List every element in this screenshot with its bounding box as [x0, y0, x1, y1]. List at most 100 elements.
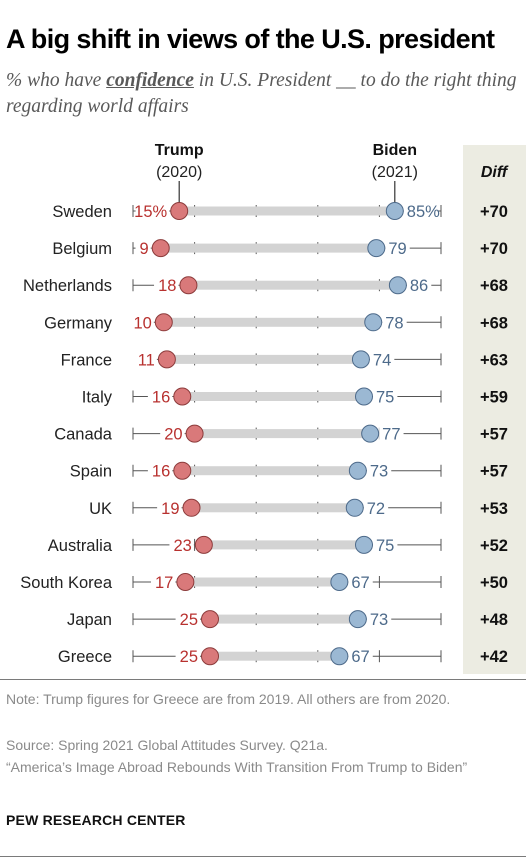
range-bar [203, 540, 364, 550]
biden-dot [355, 535, 373, 554]
brand-label: PEW RESEARCH CENTER [6, 812, 186, 828]
biden-dot [385, 202, 404, 220]
trump-value-label: 16 [152, 463, 170, 481]
diff-header: Diff [481, 164, 509, 181]
category-label: Sweden [52, 203, 112, 221]
biden-label-background [348, 572, 373, 592]
biden-label-background [366, 460, 392, 481]
trump-value-label: 20 [164, 426, 182, 444]
diff-value: +68 [480, 314, 508, 332]
trump-label-background [160, 423, 185, 444]
biden-label-background [379, 423, 404, 444]
range-bar [185, 577, 340, 587]
trump-dot [154, 313, 173, 332]
diff-value: +50 [480, 574, 508, 592]
biden-value-label: 72 [367, 500, 385, 518]
category-label: Canada [54, 426, 113, 444]
biden-label-background [385, 238, 410, 259]
range-bar [194, 429, 371, 439]
diff-value: +42 [480, 648, 508, 666]
legend-biden-name: Biden [373, 142, 417, 159]
trump-label-background [157, 497, 182, 518]
legend-biden-year: (2021) [372, 164, 418, 181]
trump-value-label: 19 [161, 500, 179, 518]
trump-value-label: 18 [158, 277, 176, 295]
subtitle-prefix: % who have [6, 70, 107, 91]
chart-title: A big shift in views of the U.S. preside… [6, 24, 495, 54]
trump-dot [157, 350, 176, 369]
trump-value-label: 23 [173, 537, 191, 555]
biden-dot [364, 313, 383, 332]
biden-dot [330, 573, 349, 591]
subtitle-keyword: confidence [106, 70, 194, 91]
chart-bottom-rule [0, 679, 526, 680]
trump-label-background [135, 238, 151, 259]
source-text: Source: Spring 2021 Global Attitudes Sur… [6, 737, 328, 753]
category-label: Belgium [52, 240, 112, 258]
biden-dot [355, 387, 373, 406]
trump-label-background [175, 646, 200, 667]
category-label: UK [89, 500, 112, 518]
trump-dot [185, 424, 204, 443]
trump-label-background [147, 386, 173, 407]
trump-label-background [169, 534, 194, 555]
note-text: Note: Trump figures for Greece are from … [6, 691, 451, 707]
category-label: Netherlands [23, 277, 112, 295]
trump-dot [194, 535, 213, 554]
biden-label-background [403, 201, 438, 221]
trump-label-background [150, 572, 176, 592]
trump-dot [176, 573, 195, 591]
trump-label-background [135, 201, 170, 221]
trump-value-label: 15% [134, 203, 167, 221]
category-label: Spain [70, 463, 112, 481]
range-bar [182, 466, 358, 476]
diff-value: +59 [480, 389, 508, 407]
category-label: Japan [67, 611, 112, 629]
trump-label-background [154, 275, 179, 296]
biden-value-label: 86 [410, 277, 428, 295]
range-bar [163, 317, 374, 327]
biden-value-label: 79 [388, 240, 406, 258]
biden-label-background [348, 646, 373, 667]
range-bar [188, 280, 398, 290]
footer-rule [0, 856, 526, 857]
biden-value-label: 67 [351, 574, 369, 592]
trump-dot [201, 610, 219, 629]
biden-label-background [363, 497, 389, 518]
trump-label-background [147, 460, 173, 481]
trump-dot [182, 498, 201, 517]
biden-value-label: 74 [373, 351, 391, 369]
range-bar [210, 614, 358, 624]
category-label: France [61, 351, 112, 369]
biden-value-label: 77 [382, 426, 400, 444]
category-label: Greece [58, 648, 112, 666]
biden-value-label: 85% [407, 203, 440, 221]
trump-value-label: 11 [138, 351, 155, 369]
biden-dot [388, 276, 407, 295]
category-label: Italy [82, 389, 113, 407]
biden-value-label: 73 [370, 611, 388, 629]
biden-dot [348, 461, 367, 480]
subtitle-suffix: in U.S. President __ to do the right thi… [6, 70, 517, 117]
range-bar [210, 651, 340, 661]
diff-value: +70 [480, 240, 508, 258]
biden-dot [345, 498, 364, 517]
trump-value-label: 17 [155, 574, 173, 592]
biden-dot [361, 424, 380, 443]
range-bar [191, 503, 355, 513]
range-bar [166, 354, 361, 364]
range-bar [182, 392, 364, 401]
biden-value-label: 73 [370, 463, 388, 481]
biden-dot [367, 239, 386, 258]
diff-value: +48 [480, 611, 508, 629]
legend-trump-year: (2020) [156, 164, 202, 181]
biden-value-label: 75 [376, 389, 394, 407]
diff-value: +70 [480, 203, 508, 221]
trump-label-background [129, 312, 154, 333]
range-bar [160, 243, 377, 253]
biden-dot [348, 610, 367, 629]
report-title-text: “America’s Image Abroad Rebounds With Tr… [6, 759, 468, 775]
trump-label-background [132, 349, 157, 370]
trump-value-label: 10 [133, 314, 151, 332]
diff-value: +57 [480, 463, 508, 481]
